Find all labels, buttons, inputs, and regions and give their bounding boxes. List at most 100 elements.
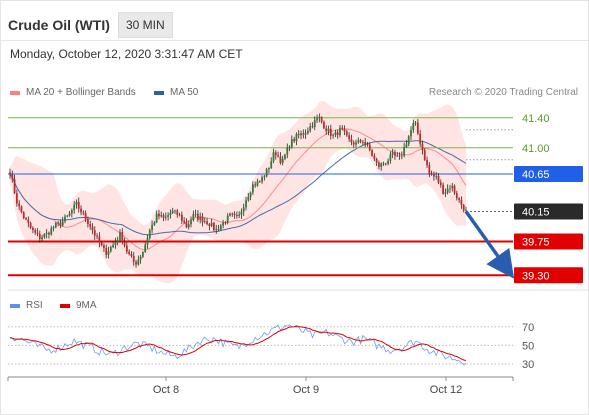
candle-up (41, 237, 43, 240)
candle-down (325, 128, 328, 132)
timeframe-button[interactable]: 30 MIN (118, 12, 173, 38)
candle-down (233, 213, 236, 215)
candle-up (107, 251, 110, 255)
candle-up (300, 133, 302, 136)
legend-rsi-label: RSI (26, 300, 43, 311)
candle-down (428, 165, 431, 174)
candle-up (240, 211, 243, 215)
candle-up (316, 118, 318, 121)
candle-up (435, 176, 438, 177)
candle-up (238, 214, 241, 216)
candle-down (59, 222, 62, 226)
legend-ma9: 9MA (60, 300, 97, 311)
candle-down (80, 208, 82, 213)
candle-down (329, 128, 332, 136)
candle-down (297, 134, 300, 136)
level-label: 41.00 (522, 143, 550, 155)
candle-up (137, 259, 140, 265)
candle-down (311, 126, 314, 128)
candle-down (293, 139, 296, 142)
legend-rsi: RSI (10, 300, 43, 311)
candle-up (247, 196, 250, 201)
candle-down (121, 232, 124, 242)
candle-up (400, 155, 403, 157)
legend-ma20-label: MA 20 + Bollinger Bands (26, 87, 136, 98)
candle-down (91, 226, 94, 231)
candle-up (410, 130, 412, 137)
candle-down (224, 222, 227, 224)
time-tick-label: Oct 9 (293, 384, 319, 396)
candle-down (22, 212, 25, 219)
candle-up (446, 188, 449, 193)
candle-down (421, 143, 424, 151)
candle-up (284, 154, 286, 159)
candle-down (258, 181, 261, 183)
candle-down (48, 232, 50, 235)
candle-up (119, 232, 121, 240)
candle-up (45, 232, 48, 234)
candle-up (272, 152, 275, 162)
candle-down (100, 242, 103, 246)
candle-up (405, 144, 408, 148)
time-tick-label: Oct 8 (153, 384, 179, 396)
candle-up (412, 122, 415, 131)
candle-up (288, 146, 291, 148)
candle-down (132, 255, 135, 262)
price-tag-label: 40.65 (522, 169, 550, 181)
candle-down (366, 144, 369, 145)
candle-down (103, 245, 105, 248)
candle-down (373, 155, 376, 159)
candle-down (455, 193, 458, 199)
candle-up (109, 247, 112, 252)
candle-up (318, 117, 321, 119)
candle-down (93, 230, 96, 236)
candle-down (437, 176, 440, 183)
candle-up (265, 169, 268, 177)
candle-up (263, 176, 266, 178)
candle-up (286, 147, 289, 155)
candle-down (439, 182, 442, 185)
candle-down (371, 150, 373, 156)
candles-layer (9, 113, 467, 268)
candle-down (183, 220, 186, 223)
candle-up (403, 147, 406, 156)
candle-up (222, 222, 225, 226)
candle-up (68, 213, 71, 216)
candle-up (270, 161, 273, 168)
candle-up (187, 224, 190, 228)
candle-up (444, 192, 447, 194)
candle-down (460, 200, 463, 205)
candle-down (426, 160, 428, 166)
candle-down (180, 214, 183, 221)
candle-down (123, 241, 126, 246)
legend-ma50: MA 50 (154, 87, 198, 98)
candle-up (210, 222, 213, 227)
candle-up (112, 244, 115, 248)
candle-down (34, 230, 37, 233)
candle-down (279, 156, 282, 164)
candle-down (128, 251, 131, 255)
candle-down (77, 201, 80, 209)
candle-down (254, 184, 257, 186)
level-lines-layer: 41.40 41.00 40.65 40.15 39.75 39.30 (8, 113, 583, 284)
candle-down (235, 214, 238, 216)
legend-rsi-swatch (10, 303, 20, 308)
price-tag (514, 267, 583, 284)
candle-up (174, 210, 176, 212)
legend-ma50-swatch (154, 90, 164, 95)
candle-down (158, 213, 160, 217)
candle-down (13, 179, 16, 194)
candle-up (64, 216, 66, 222)
candle-up (148, 229, 151, 239)
candle-up (194, 213, 197, 215)
candle-down (302, 133, 305, 135)
candle-up (54, 223, 57, 228)
candle-up (449, 188, 451, 190)
candle-up (465, 209, 467, 211)
candle-down (135, 261, 137, 265)
candle-up (249, 192, 252, 197)
candle-down (375, 158, 378, 163)
candle-down (277, 155, 280, 157)
candle-down (382, 163, 385, 165)
candle-up (169, 212, 172, 216)
